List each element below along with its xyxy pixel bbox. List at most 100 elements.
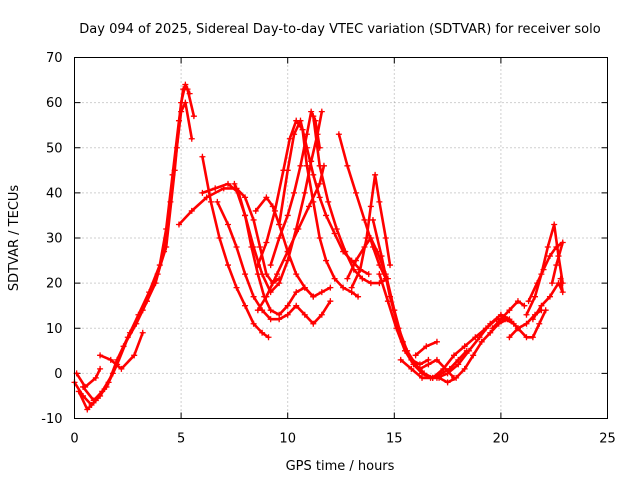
data-point-marker (284, 167, 291, 174)
data-point-marker (333, 225, 340, 232)
data-point-marker (433, 374, 440, 381)
data-point-marker (284, 257, 291, 264)
data-point-marker (344, 275, 351, 282)
data-point-marker (90, 397, 97, 404)
series-track-5 (97, 329, 146, 372)
data-point-marker (344, 162, 351, 169)
x-tick-label: 5 (177, 432, 185, 447)
series-line (312, 114, 390, 285)
data-point-marker (433, 356, 440, 363)
data-point-marker (256, 244, 263, 251)
series-line (350, 173, 392, 289)
data-point-marker (521, 302, 528, 309)
x-tick-label: 15 (386, 432, 403, 447)
data-point-marker (546, 293, 553, 300)
data-point-marker (352, 189, 359, 196)
series-track-28 (525, 239, 566, 305)
series-track-6 (175, 185, 283, 287)
series-line (491, 299, 526, 330)
data-point-marker (188, 207, 195, 214)
data-point-marker (559, 289, 566, 296)
data-point-marker (242, 212, 249, 219)
data-point-marker (442, 365, 449, 372)
data-point-marker (265, 334, 272, 341)
data-point-marker (325, 198, 332, 205)
data-point-marker (139, 329, 146, 336)
data-point-marker (455, 361, 462, 368)
data-point-marker (544, 244, 551, 251)
data-point-marker (316, 162, 323, 169)
data-point-marker (323, 257, 330, 264)
data-point-marker (529, 334, 536, 341)
data-point-marker (293, 302, 300, 309)
data-point-marker (551, 221, 558, 228)
data-point-marker (120, 343, 127, 350)
data-point-marker (538, 307, 545, 314)
data-point-marker (190, 113, 197, 120)
data-point-marker (450, 352, 457, 359)
data-point-marker (306, 203, 313, 210)
data-point-marker (154, 271, 161, 278)
data-point-marker (276, 235, 283, 241)
data-point-marker (99, 388, 106, 395)
series-layer (71, 81, 566, 413)
data-point-marker (331, 230, 338, 237)
data-point-marker (335, 131, 342, 138)
series-track-15 (254, 162, 327, 314)
data-point-marker (523, 320, 530, 327)
data-point-marker (419, 374, 426, 381)
data-point-marker (506, 334, 513, 341)
data-point-marker (267, 307, 274, 314)
data-point-marker (461, 365, 468, 372)
data-point-marker (250, 293, 257, 300)
data-point-marker (555, 280, 562, 287)
data-point-marker (549, 280, 556, 287)
data-point-marker (361, 216, 368, 223)
series-line (254, 196, 332, 298)
data-point-marker (352, 257, 359, 264)
data-point-marker (506, 307, 513, 314)
data-point-marker (82, 383, 89, 390)
data-point-marker (254, 262, 261, 269)
data-point-marker (242, 194, 249, 201)
data-point-marker (476, 334, 483, 341)
data-point-marker (376, 198, 383, 205)
data-point-marker (310, 171, 317, 178)
series-track-12 (254, 117, 362, 300)
data-point-marker (461, 343, 468, 350)
data-point-marker (225, 221, 232, 228)
data-point-marker (342, 248, 349, 255)
data-point-marker (293, 271, 300, 278)
data-point-marker (216, 235, 223, 241)
data-point-marker (382, 235, 389, 241)
series-line (216, 200, 332, 325)
data-point-marker (284, 302, 291, 309)
chart-title: Day 094 of 2025, Sidereal Day-to-day VTE… (79, 22, 600, 37)
y-tick-label: 20 (46, 277, 63, 292)
data-point-marker (242, 302, 249, 309)
data-point-marker (75, 388, 82, 395)
data-point-marker (357, 266, 364, 273)
data-point-marker (416, 365, 423, 372)
data-point-marker (487, 320, 494, 327)
series-line (233, 110, 324, 294)
data-point-marker (534, 280, 541, 287)
data-point-marker (318, 311, 325, 318)
data-point-marker (387, 262, 394, 269)
data-point-marker (109, 370, 116, 377)
x-tick-label: 25 (599, 432, 616, 447)
data-point-marker (133, 320, 140, 327)
data-point-marker (487, 329, 494, 336)
data-point-marker (359, 275, 366, 282)
data-point-marker (259, 271, 266, 278)
data-point-marker (301, 284, 308, 291)
data-point-marker (97, 365, 104, 372)
data-point-marker (331, 275, 338, 282)
data-point-marker (84, 406, 91, 413)
data-point-marker (233, 284, 240, 291)
series-line (201, 182, 315, 316)
data-point-marker (557, 275, 564, 282)
data-point-marker (465, 347, 472, 354)
data-point-marker (340, 284, 347, 291)
data-point-marker (540, 266, 547, 273)
